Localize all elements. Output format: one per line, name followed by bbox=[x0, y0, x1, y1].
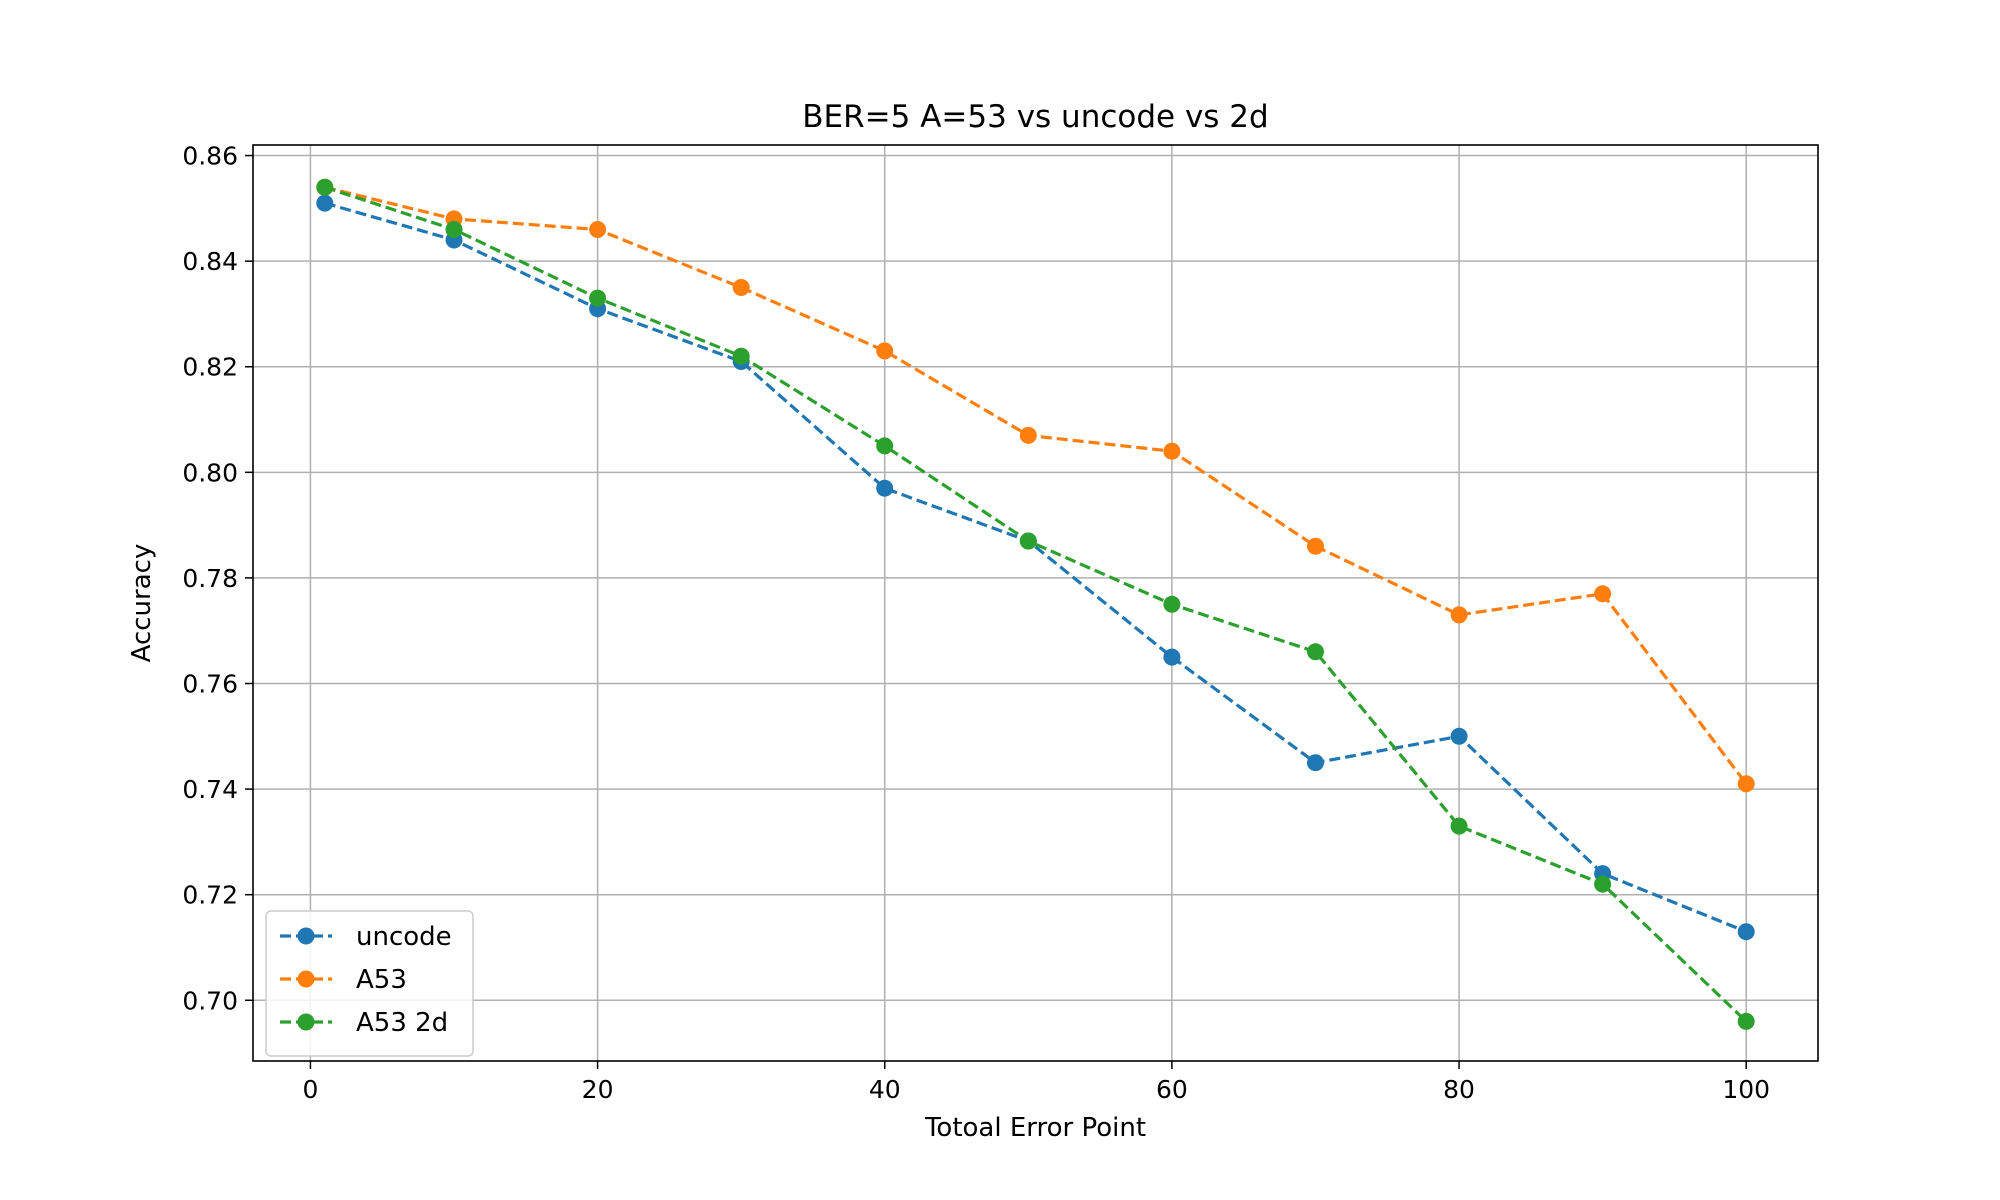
data-point bbox=[1307, 754, 1324, 772]
data-point bbox=[1307, 643, 1324, 661]
x-tick-label: 100 bbox=[1722, 1075, 1770, 1104]
series-3 bbox=[316, 178, 1755, 1030]
y-tick-label: 0.78 bbox=[182, 564, 238, 593]
data-point bbox=[1019, 532, 1037, 550]
data-point bbox=[1163, 442, 1181, 460]
legend-marker bbox=[297, 927, 315, 945]
data-point bbox=[876, 437, 894, 455]
legend-item: A53 2d bbox=[280, 1008, 448, 1038]
data-point bbox=[445, 221, 463, 238]
legend-label: A53 2d bbox=[356, 1008, 448, 1038]
data-point bbox=[1450, 606, 1468, 624]
data-point bbox=[1594, 875, 1612, 893]
data-point bbox=[876, 479, 894, 497]
legend-marker bbox=[297, 1013, 315, 1031]
y-tick-label: 0.86 bbox=[182, 142, 238, 171]
y-tick-label: 0.72 bbox=[182, 881, 238, 910]
chart-title: BER=5 A=53 vs uncode vs 2d bbox=[802, 99, 1268, 135]
data-point bbox=[1450, 727, 1468, 745]
legend-marker bbox=[297, 970, 315, 988]
y-axis: 0.70 0.72 0.74 0.76 0.78 0.80 0.82 0.84 0.86 bbox=[182, 142, 253, 1015]
data-point bbox=[1019, 426, 1037, 444]
data-point bbox=[316, 178, 334, 196]
legend: uncode A53 A53 2d bbox=[265, 910, 474, 1057]
plot-frame bbox=[252, 144, 1819, 1062]
y-tick-label: 0.70 bbox=[182, 986, 238, 1015]
data-point bbox=[1737, 923, 1755, 941]
data-point bbox=[589, 289, 607, 307]
data-point bbox=[1594, 585, 1612, 603]
data-point bbox=[1163, 648, 1181, 666]
x-tick-label: 40 bbox=[869, 1075, 901, 1104]
legend-label: uncode bbox=[356, 922, 452, 952]
x-axis: 0 20 40 60 80 100 bbox=[302, 1061, 1770, 1104]
data-point bbox=[589, 221, 607, 238]
data-point bbox=[732, 279, 750, 296]
data-point bbox=[876, 342, 894, 360]
y-tick-label: 0.84 bbox=[182, 247, 238, 276]
data-point bbox=[316, 194, 334, 212]
series-group bbox=[316, 178, 1755, 1030]
legend-item: uncode bbox=[280, 922, 452, 952]
data-point bbox=[1737, 1012, 1755, 1030]
y-tick-label: 0.76 bbox=[182, 670, 238, 699]
legend-box bbox=[265, 910, 474, 1057]
x-tick-label: 80 bbox=[1443, 1075, 1475, 1104]
y-tick-label: 0.80 bbox=[182, 458, 238, 487]
x-tick-label: 0 bbox=[302, 1075, 318, 1104]
x-tick-label: 20 bbox=[582, 1075, 614, 1104]
data-point bbox=[732, 347, 750, 365]
y-axis-title: Accuracy bbox=[127, 544, 157, 663]
data-point bbox=[1737, 775, 1755, 793]
data-point bbox=[1450, 817, 1468, 835]
grid bbox=[253, 145, 1818, 1061]
data-point bbox=[1307, 537, 1324, 555]
x-tick-label: 60 bbox=[1156, 1075, 1188, 1104]
y-tick-label: 0.82 bbox=[182, 353, 238, 382]
data-point bbox=[1163, 595, 1181, 613]
x-axis-title: Totoal Error Point bbox=[924, 1113, 1146, 1143]
legend-label: A53 bbox=[356, 965, 407, 995]
legend-item: A53 bbox=[280, 965, 407, 995]
y-tick-label: 0.74 bbox=[182, 775, 238, 804]
